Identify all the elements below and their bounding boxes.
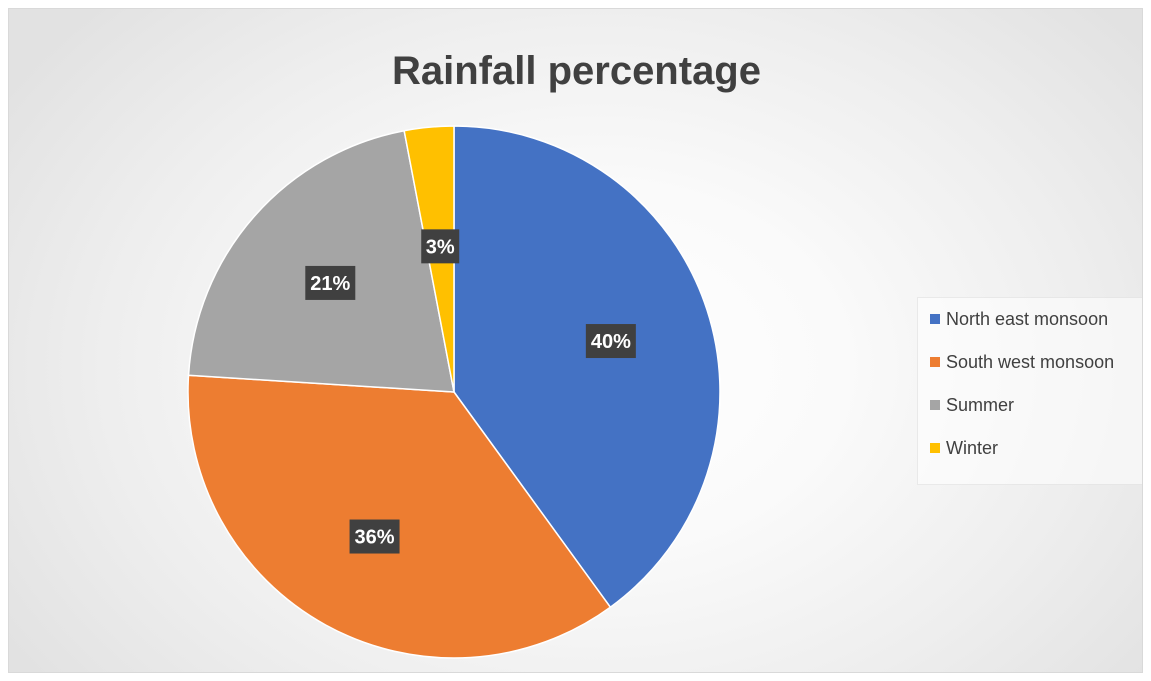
data-label-north-east-monsoon: 40% — [585, 324, 636, 359]
legend-swatch — [930, 443, 940, 453]
data-label-box — [421, 229, 460, 264]
legend-item-south-west-monsoon: South west monsoon — [930, 351, 1142, 373]
data-label-south-west-monsoon: 36% — [349, 519, 400, 554]
pie-slice-summer — [187, 129, 455, 393]
legend-item-north-east-monsoon: North east monsoon — [930, 308, 1142, 330]
data-label-text: 3% — [426, 236, 455, 258]
chart-title: Rainfall percentage — [391, 49, 761, 93]
legend-swatch — [930, 400, 940, 410]
data-label-box — [305, 265, 356, 300]
data-label-text: 36% — [355, 527, 395, 549]
legend-label: Winter — [946, 437, 999, 458]
legend-item-winter: Winter — [930, 437, 1142, 459]
legend-label: Summer — [946, 394, 1015, 415]
pie-slice-south-west-monsoon — [187, 374, 612, 659]
data-label-box — [585, 324, 636, 359]
pie-chart: 40% 36% 21% 3% — [187, 125, 721, 659]
data-label-text: 21% — [310, 273, 350, 295]
legend: North east monsoon South west monsoon Su… — [917, 297, 1142, 485]
legend-label: South west monsoon — [946, 351, 1115, 372]
legend-item-summer: Summer — [930, 394, 1142, 416]
legend-label: North east monsoon — [946, 308, 1109, 329]
pie-slice-north-east-monsoon — [453, 125, 721, 609]
data-label-text: 40% — [591, 331, 631, 353]
legend-swatch — [930, 357, 940, 367]
data-label-box — [349, 519, 400, 554]
chart-area: Rainfall percentage 40% 36% 21% 3% North ea… — [8, 8, 1143, 673]
data-label-winter: 3% — [421, 229, 460, 264]
legend-swatch — [930, 314, 940, 324]
data-label-summer: 21% — [305, 265, 356, 300]
